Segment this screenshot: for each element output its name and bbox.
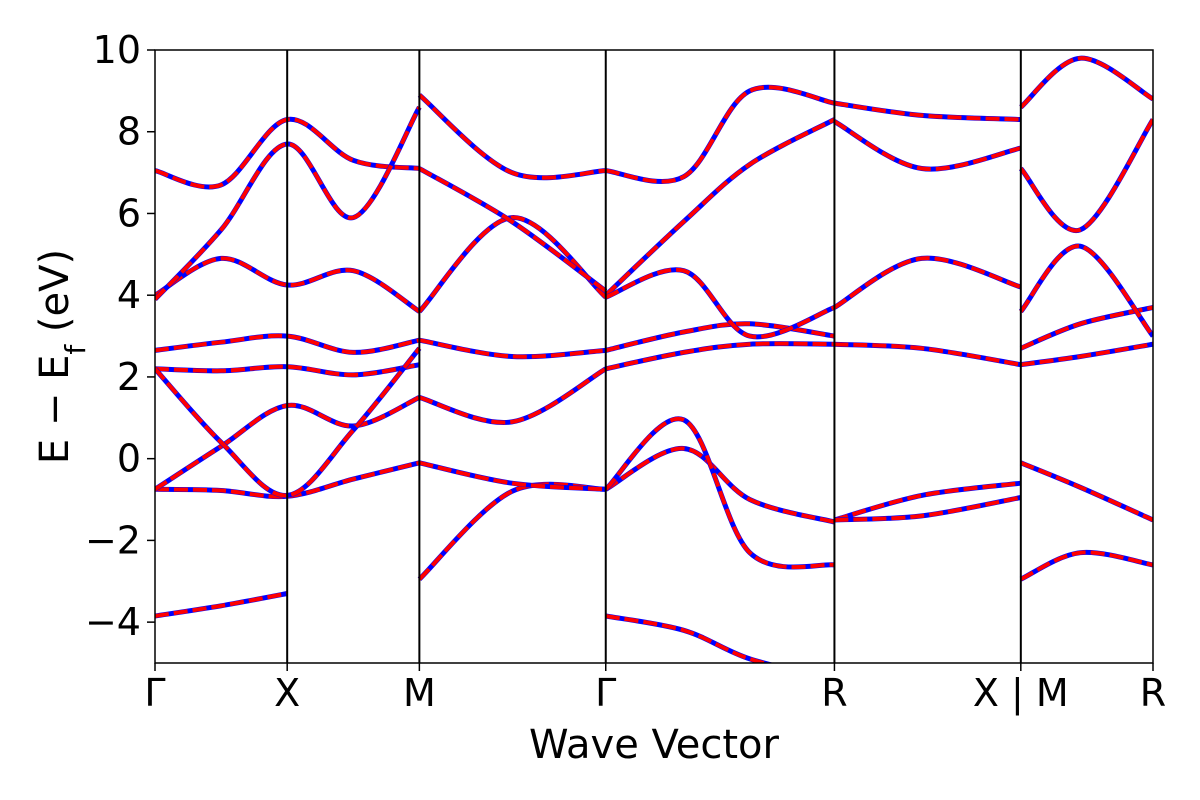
x-tick-label: R — [1140, 671, 1166, 715]
band-line-dashed — [605, 614, 772, 663]
band-segment-11 — [418, 366, 608, 425]
band-line-dashed — [604, 117, 836, 297]
axis-ticks: −4 −2 0 2 4 6 8 10 Γ X M Γ R X | M R — [85, 28, 1166, 716]
band-line-solid — [833, 255, 1022, 310]
band-segment-32 — [1020, 341, 1153, 368]
y-axis-label-subscript: f — [59, 344, 92, 355]
band-line-solid — [1019, 305, 1153, 351]
band-line-dashed — [417, 215, 608, 313]
band-line-dashed — [604, 446, 835, 524]
y-tick-label: 8 — [117, 110, 141, 154]
band-segment-22 — [605, 84, 835, 184]
high-symmetry-lines — [286, 50, 1022, 663]
band-line-dashed — [155, 362, 420, 377]
band-line-dashed — [833, 119, 1022, 172]
band-line-dashed — [1019, 56, 1153, 109]
x-tick-label: Γ — [144, 671, 165, 715]
band-line-solid — [1018, 118, 1153, 233]
y-tick-label: −4 — [85, 600, 141, 644]
band-segment-35 — [1018, 118, 1153, 233]
y-axis-label-unit: (eV) — [32, 249, 78, 345]
band-segment-28 — [833, 119, 1022, 172]
band-line-solid — [604, 117, 836, 298]
band-segment-17 — [604, 446, 836, 525]
band-line-dashed — [155, 256, 421, 314]
band-line-dashed — [604, 416, 835, 570]
band-line-dashed — [605, 267, 836, 339]
band-segment-31 — [1019, 460, 1153, 523]
band-segment-21 — [604, 117, 836, 298]
band-line-dashed — [1020, 342, 1153, 367]
plot-frame — [154, 49, 1154, 664]
band-segment-15 — [417, 93, 606, 181]
band-line-solid — [417, 93, 606, 181]
band-line-dashed — [833, 256, 1022, 310]
band-line-dashed — [1020, 460, 1153, 522]
band-segment-36 — [1019, 55, 1153, 110]
y-tick-label: 6 — [117, 191, 141, 235]
band-line-dashed — [418, 460, 606, 492]
x-axis-label: Wave Vector — [529, 722, 780, 768]
band-line-dashed — [418, 93, 606, 180]
bands-layer — [155, 55, 1153, 663]
band-segment-23 — [604, 267, 836, 340]
band-line-dashed — [605, 85, 835, 184]
band-line-solid — [834, 495, 1022, 523]
y-tick-label: 0 — [117, 437, 141, 481]
band-line-dashed — [605, 321, 835, 353]
band-line-dashed — [834, 342, 1022, 367]
band-segment-9 — [417, 481, 606, 582]
band-line-dashed — [834, 495, 1022, 522]
band-line-dashed — [1019, 244, 1153, 338]
band-segment-33 — [1019, 305, 1153, 351]
band-line-solid — [418, 366, 608, 425]
band-segment-24 — [833, 480, 1022, 523]
y-axis-label-main: E − E — [32, 355, 78, 465]
band-line-solid — [417, 481, 606, 582]
band-line-dashed — [155, 106, 422, 301]
y-tick-label: −2 — [85, 518, 141, 562]
band-segment-0 — [155, 591, 288, 619]
y-axis-label: E − Ef (eV) — [32, 249, 92, 464]
y-tick-label: 4 — [117, 273, 141, 317]
band-line-dashed — [155, 591, 288, 618]
band-segment-26 — [834, 341, 1022, 368]
band-segment-12 — [418, 337, 606, 360]
band-segment-27 — [833, 255, 1022, 310]
x-tick-label: X | M — [973, 671, 1069, 716]
band-line-dashed — [155, 460, 420, 499]
y-tick-label: 10 — [93, 28, 141, 72]
y-tick-label: 2 — [117, 355, 141, 399]
band-line-dashed — [1019, 550, 1153, 582]
band-line-solid — [1019, 549, 1153, 582]
x-tick-label: M — [403, 671, 436, 715]
band-line-dashed — [155, 347, 421, 498]
band-segment-16 — [605, 613, 774, 663]
band-segment-19 — [605, 341, 835, 372]
band-line-dashed — [834, 101, 1021, 122]
x-tick-label: R — [821, 671, 847, 715]
band-line-dashed — [418, 482, 606, 581]
band-line-dashed — [1019, 118, 1153, 233]
band-line-solid — [833, 119, 1022, 172]
band-segment-25 — [834, 495, 1022, 523]
band-line-dashed — [833, 481, 1022, 522]
band-segment-14 — [418, 166, 608, 294]
band-segment-29 — [834, 100, 1021, 122]
band-segment-30 — [1019, 549, 1153, 582]
band-segment-18 — [604, 416, 835, 570]
band-line-dashed — [419, 338, 606, 359]
band-line-dashed — [605, 341, 835, 371]
band-segment-10 — [418, 460, 606, 492]
x-tick-label: Γ — [595, 671, 616, 715]
band-line-dashed — [418, 166, 607, 293]
band-segment-34 — [1018, 243, 1153, 338]
x-tick-label: X — [274, 671, 300, 715]
band-line-dashed — [418, 367, 607, 425]
band-segment-20 — [605, 321, 835, 353]
band-segment-8 — [155, 105, 422, 302]
band-segment-13 — [417, 215, 608, 314]
